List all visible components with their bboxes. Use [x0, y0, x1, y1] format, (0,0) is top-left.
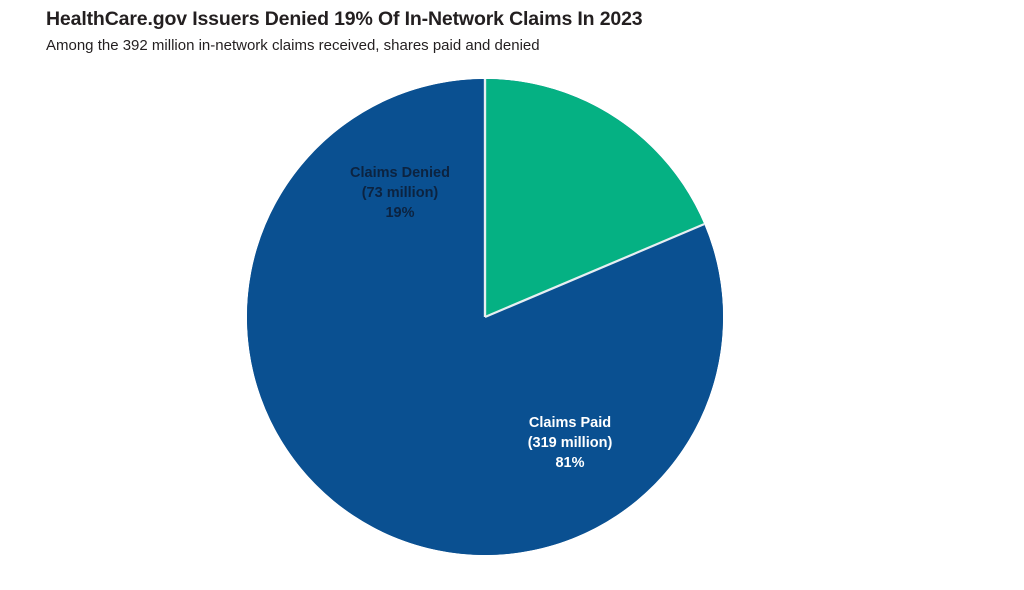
chart-title: HealthCare.gov Issuers Denied 19% Of In-…	[46, 8, 643, 30]
pie-slice-claims-denied[interactable]	[485, 78, 705, 318]
chart-header: HealthCare.gov Issuers Denied 19% Of In-…	[46, 6, 986, 57]
chart-subtitle: Among the 392 million in-network claims …	[46, 37, 540, 54]
pie-slice-divider-1	[484, 223, 705, 319]
pie-slice-group	[247, 78, 724, 555]
